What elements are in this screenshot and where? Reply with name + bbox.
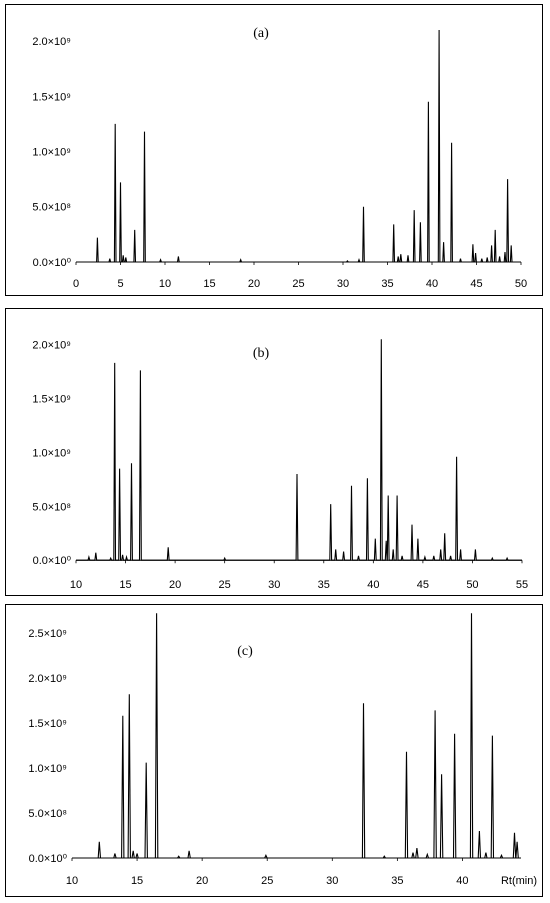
x-tick-label: 10 [66,875,78,887]
y-tick-label: 0.0×10⁰ [33,257,72,269]
y-tick-label: 1.0×10⁹ [32,447,71,459]
chart-panel-c: 10 15 20 25 30 35 40 0.0×10⁰ 5.0×10⁸ 1.0×10⁹ 1.5×1… [5,604,543,897]
x-tick-label: 30 [268,579,280,591]
x-tick-label: 50 [466,579,478,591]
x-tick-label: 55 [516,579,528,591]
chromatogram-trace [72,613,521,859]
panel-label: (c) [237,644,253,659]
y-tick-label: 5.0×10⁸ [32,202,71,214]
chromatogram-trace [76,29,521,263]
x-tick-label: 45 [470,278,482,290]
x-tick-label: 25 [261,875,273,887]
y-tick-label: 1.5×10⁹ [32,91,71,103]
x-tick-label: 15 [131,875,143,887]
x-tick-label: 35 [381,278,393,290]
x-tick-label: 0 [73,278,79,290]
x-tick-label: 10 [70,579,82,591]
chromatogram-c: 10 15 20 25 30 35 40 0.0×10⁰ 5.0×10⁸ 1.0×10⁹ 1.5×1… [28,613,537,887]
x-tick-label: 50 [515,278,527,290]
x-tick-label: 25 [219,579,231,591]
y-tick-label: 0.0×10⁰ [33,555,72,567]
x-tick-label: 20 [169,579,181,591]
x-tick-label: 30 [337,278,349,290]
x-tick-label: 10 [159,278,171,290]
x-tick-label: 40 [367,579,379,591]
y-tick-label: 1.0×10⁹ [32,147,71,159]
y-tick-label: 1.5×10⁹ [28,718,67,730]
panel-label: (b) [253,346,270,361]
x-tick-label: 30 [326,875,338,887]
y-tick-label: 2.0×10⁹ [32,340,71,352]
chromatogram-trace [76,339,522,561]
y-tick-label: 1.0×10⁹ [28,763,67,775]
chromatogram-a: 0 5 10 15 20 25 30 35 40 45 50 0.0×10⁰ 5.0×10⁸ 1.0×10… [32,26,527,290]
x-tick-label: 40 [426,278,438,290]
y-tick-label: 2.5×10⁹ [28,628,67,640]
x-tick-label: 45 [417,579,429,591]
x-tick-label: 15 [203,278,215,290]
x-tick-label: 20 [248,278,260,290]
chart-panel-b: 10 15 20 25 30 35 40 45 50 55 0.0×10⁰ 5.0×10⁸ 1.0×10… [5,308,543,596]
x-tick-label: 15 [119,579,131,591]
x-tick-label: 20 [196,875,208,887]
x-tick-label: 35 [391,875,403,887]
y-tick-label: 5.0×10⁸ [28,808,67,820]
y-tick-label: 1.5×10⁹ [32,393,71,405]
x-tick-label: 25 [292,278,304,290]
chart-panel-a: 0 5 10 15 20 25 30 35 40 45 50 0.0×10⁰ 5.0×10⁸ 1.0×10… [5,4,543,296]
chromatogram-b: 10 15 20 25 30 35 40 45 50 55 0.0×10⁰ 5.0×10⁸ 1.0×10… [32,339,528,591]
x-axis-label: Rt(min) [501,875,537,887]
y-tick-label: 2.0×10⁹ [32,36,71,48]
x-tick-label: 5 [117,278,123,290]
y-tick-label: 5.0×10⁸ [32,501,71,513]
panel-label: (a) [253,26,269,41]
x-tick-label: 35 [318,579,330,591]
y-tick-label: 0.0×10⁰ [29,853,68,865]
x-tick-label: 40 [456,875,468,887]
y-tick-label: 2.0×10⁹ [28,673,67,685]
